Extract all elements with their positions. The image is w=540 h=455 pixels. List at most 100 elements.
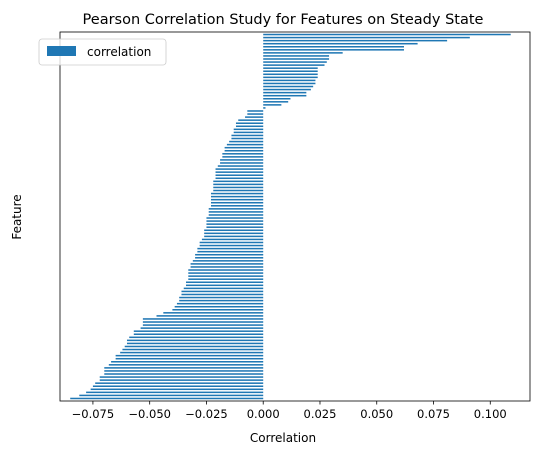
bar: [129, 336, 264, 339]
bar: [142, 321, 264, 323]
bar: [183, 287, 264, 290]
bar: [224, 146, 264, 149]
bar: [186, 281, 264, 284]
bar: [208, 214, 264, 216]
bar: [111, 361, 264, 363]
legend: correlation: [38, 38, 167, 66]
bar: [206, 217, 264, 219]
x-tick-label: 0.075: [417, 407, 450, 421]
x-tick-label: 0.100: [474, 407, 507, 421]
bar: [231, 134, 264, 137]
bar: [90, 388, 264, 391]
bar: [263, 39, 448, 42]
bar: [231, 137, 264, 140]
bar: [195, 257, 264, 259]
x-axis: −0.075 −0.050 −0.025 0.000 0.025 0.050 0.075 0.…: [72, 401, 507, 421]
y-axis-label: Feature: [10, 194, 24, 239]
bar: [220, 162, 264, 164]
bar: [104, 370, 264, 372]
bar: [263, 85, 314, 88]
bar: [104, 373, 264, 375]
bar: [235, 122, 264, 124]
plot-frame: [59, 31, 531, 402]
bar: [206, 220, 264, 222]
bar: [201, 238, 264, 241]
bar: [181, 293, 264, 296]
bar: [95, 382, 264, 384]
bar: [222, 153, 264, 155]
bar: [195, 253, 264, 256]
bar: [247, 110, 264, 112]
bar: [70, 397, 264, 400]
bar: [197, 250, 264, 253]
bar: [204, 232, 264, 235]
bar: [190, 266, 264, 268]
bar: [99, 376, 264, 378]
x-tick-label: 0.000: [247, 407, 280, 421]
bar: [179, 299, 264, 302]
x-tick-label: 0.025: [304, 407, 337, 421]
bar: [126, 342, 264, 345]
bar: [263, 36, 470, 39]
bar: [222, 156, 264, 158]
bar: [215, 174, 264, 176]
bar: [215, 177, 264, 180]
bar: [263, 82, 316, 85]
bar: [210, 205, 264, 207]
bar: [126, 339, 264, 342]
bar: [142, 324, 264, 326]
bar: [233, 131, 264, 134]
bar: [204, 229, 264, 232]
bar: [245, 116, 264, 118]
bar: [197, 247, 264, 250]
bar: [224, 149, 264, 152]
bar: [92, 385, 264, 387]
bar: [133, 333, 264, 336]
bar: [263, 67, 318, 69]
bar: [238, 119, 264, 121]
bar: [104, 367, 264, 369]
bar: [140, 327, 264, 329]
bar: [163, 312, 264, 314]
bar: [192, 260, 264, 262]
bar: [217, 165, 264, 167]
bar: [220, 159, 264, 161]
bar: [190, 263, 264, 265]
bar: [215, 171, 264, 173]
bar: [188, 275, 264, 277]
bar: [263, 79, 316, 82]
bar: [263, 55, 330, 57]
bar: [213, 180, 264, 183]
bar: [263, 64, 325, 66]
bar: [188, 272, 264, 274]
bar: [263, 94, 307, 97]
bars-layer: [70, 33, 511, 400]
bar: [199, 244, 264, 247]
bar: [133, 330, 264, 332]
legend-swatch: [47, 46, 76, 56]
x-tick-label: −0.075: [72, 407, 115, 421]
bar: [263, 101, 289, 103]
bar: [263, 104, 282, 106]
bar: [108, 364, 264, 366]
bar: [206, 226, 264, 228]
x-tick-label: 0.050: [360, 407, 393, 421]
bar: [263, 46, 404, 48]
bar: [263, 58, 330, 60]
bar: [263, 61, 327, 63]
bar: [115, 354, 264, 357]
bar: [122, 348, 264, 351]
bar: [204, 235, 264, 238]
chart-title: Pearson Correlation Study for Features o…: [83, 12, 484, 28]
bar: [206, 223, 264, 225]
bar: [179, 296, 264, 299]
bar: [235, 125, 264, 128]
bar: [188, 269, 264, 271]
bar: [210, 192, 264, 195]
bar: [263, 70, 318, 72]
bar: [247, 113, 264, 115]
bar: [233, 128, 264, 131]
legend-box: [38, 38, 167, 66]
